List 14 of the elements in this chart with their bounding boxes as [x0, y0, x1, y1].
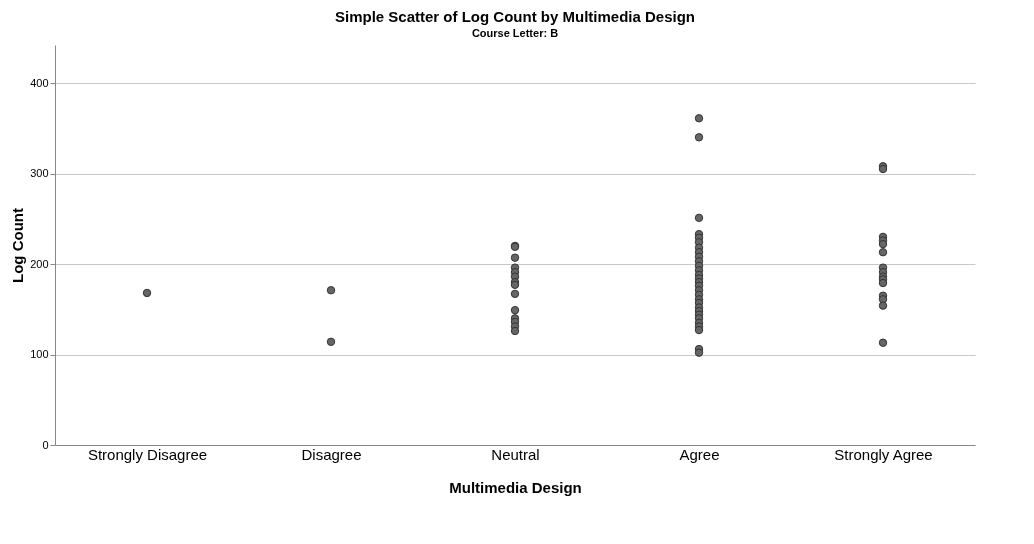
y-axis-title: Log Count: [9, 208, 27, 283]
y-tick-label: 300: [30, 167, 49, 180]
y-tick-label: 200: [30, 257, 49, 270]
chart-subtitle: Course Letter: B: [471, 27, 559, 39]
y-tick-label: 0: [42, 438, 49, 451]
y-tick-label: 100: [30, 348, 49, 360]
x-tick-label: Strongly Disagree: [87, 445, 208, 463]
x-tick-label: Strongly Agree: [834, 445, 933, 463]
y-tick-label: 400: [30, 76, 49, 89]
x-tick-label: Agree: [679, 445, 720, 463]
x-tick-label: Disagree: [301, 445, 362, 463]
x-axis-title: Multimedia Design: [449, 478, 582, 496]
x-tick-label: Neutral: [491, 445, 540, 463]
chart-title: Simple Scatter of Log Count by Multimedia Design: [334, 8, 696, 25]
